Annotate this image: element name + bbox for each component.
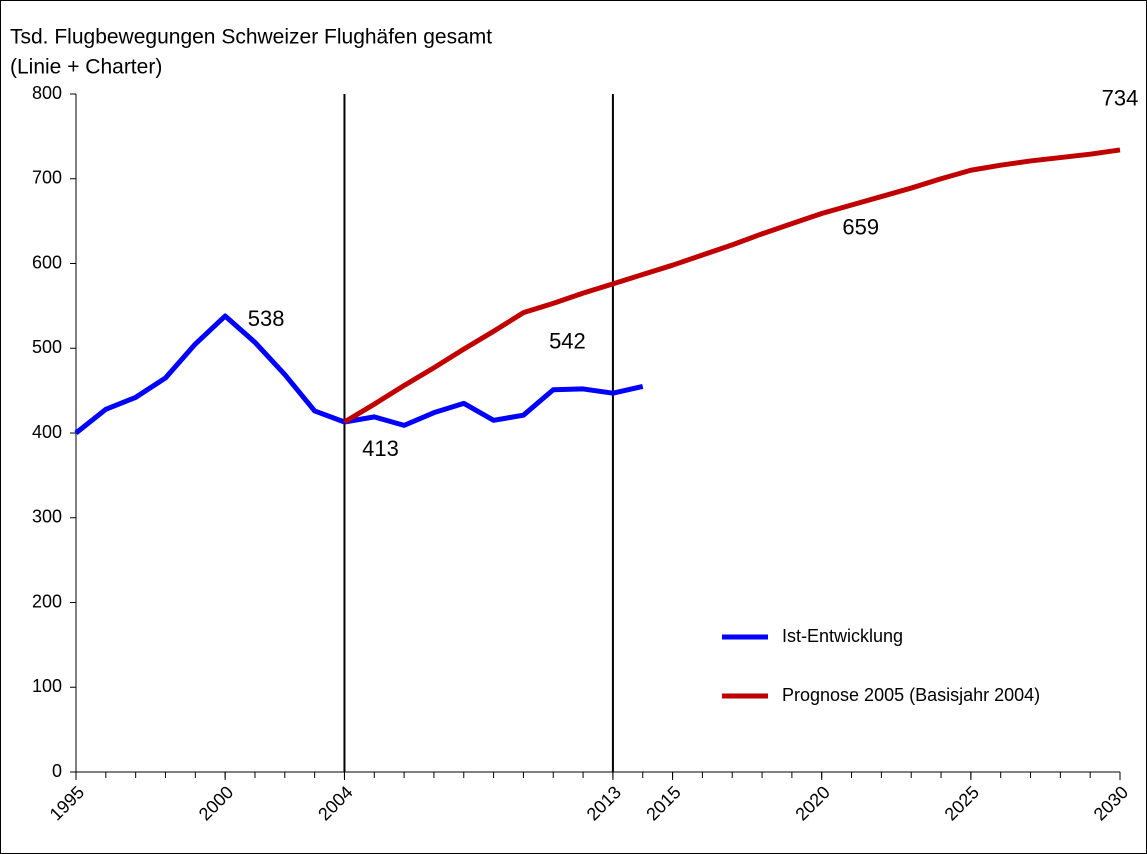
x-tick-label: 2013 bbox=[583, 782, 625, 824]
x-tick-label: 2015 bbox=[642, 782, 684, 824]
y-tick-label: 600 bbox=[32, 252, 62, 272]
annotation: 734 bbox=[1102, 86, 1139, 111]
y-tick-label: 700 bbox=[32, 168, 62, 188]
y-tick-label: 500 bbox=[32, 337, 62, 357]
y-tick-label: 200 bbox=[32, 591, 62, 611]
y-tick-label: 800 bbox=[32, 83, 62, 103]
annotation: 542 bbox=[549, 328, 586, 353]
chart-title: Tsd. Flugbewegungen Schweizer Flughäfen … bbox=[10, 26, 492, 49]
annotation: 659 bbox=[842, 214, 879, 239]
legend-label: Ist-Entwicklung bbox=[782, 626, 903, 646]
series-line bbox=[74, 313, 644, 435]
x-tick-label: 2030 bbox=[1090, 782, 1132, 824]
x-tick-label: 2025 bbox=[941, 782, 983, 824]
y-tick-label: 100 bbox=[32, 676, 62, 696]
annotation: 538 bbox=[248, 306, 285, 331]
series-line bbox=[343, 147, 1121, 425]
y-tick-label: 300 bbox=[32, 507, 62, 527]
x-tick-label: 1995 bbox=[46, 782, 88, 824]
y-tick-label: 0 bbox=[52, 761, 62, 781]
annotation: 413 bbox=[362, 436, 399, 461]
legend-label: Prognose 2005 (Basisjahr 2004) bbox=[782, 685, 1040, 705]
y-tick-label: 400 bbox=[32, 422, 62, 442]
chart-subtitle: (Linie + Charter) bbox=[10, 56, 162, 79]
x-tick-label: 2020 bbox=[791, 782, 833, 824]
x-tick-label: 2000 bbox=[195, 782, 237, 824]
x-tick-label: 2004 bbox=[314, 782, 356, 824]
